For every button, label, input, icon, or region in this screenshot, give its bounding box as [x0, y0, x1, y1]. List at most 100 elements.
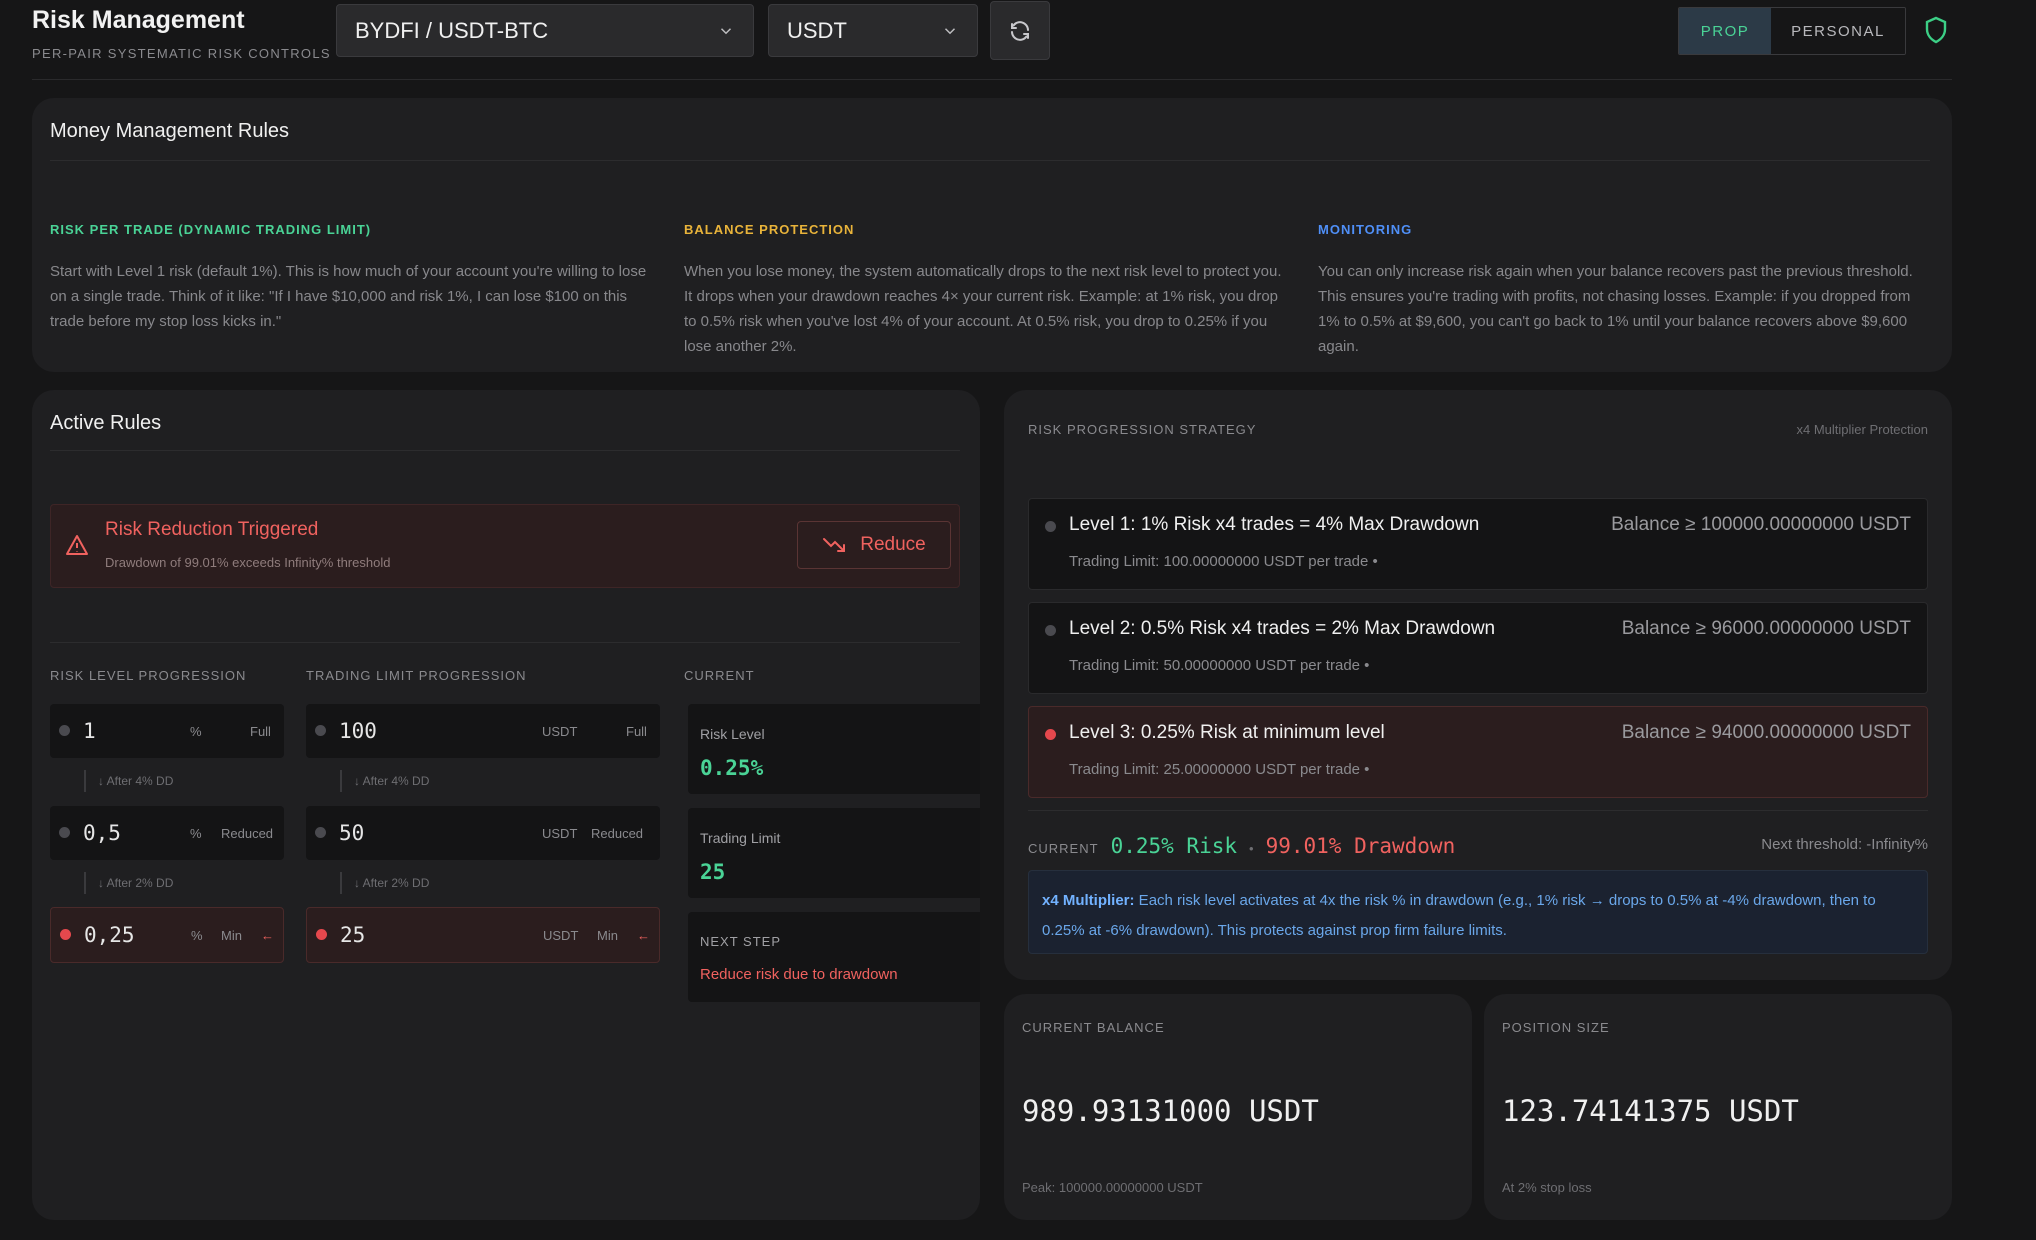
money-rules-card: Money Management Rules RISK PER TRADE (D…: [32, 98, 1952, 372]
balance-label: CURRENT BALANCE: [1022, 1020, 1165, 1035]
mode-personal-button[interactable]: PERSONAL: [1771, 8, 1905, 54]
divider: [50, 642, 960, 643]
trading-limit-input-min[interactable]: 25 USDT Min ←: [306, 907, 660, 963]
chevron-down-icon: [720, 27, 732, 34]
active-rules-title: Active Rules: [50, 412, 162, 434]
risk-level-2-row[interactable]: Level 2: 0.5% Risk x4 trades = 2% Max Dr…: [1028, 602, 1928, 694]
risk-per-trade-section: RISK PER TRADE (DYNAMIC TRADING LIMIT) S…: [50, 222, 650, 334]
section-heading: MONITORING: [1318, 222, 1413, 237]
chevron-down-icon: [944, 27, 956, 34]
current-limit-value: 25: [700, 860, 726, 884]
current-status-line: CURRENT 0.25% Risk • 99.01% Drawdown: [1028, 834, 1455, 858]
current-balance-card: CURRENT BALANCE 989.93131000 USDT Peak: …: [1004, 994, 1472, 1220]
reduce-button[interactable]: Reduce: [797, 521, 951, 569]
step-label: ↓ After 4% DD: [84, 770, 173, 792]
trading-limit-unit: USDT: [542, 825, 578, 841]
refresh-icon: [1011, 20, 1029, 41]
trading-limit-input-reduced[interactable]: 50 USDT Reduced: [306, 806, 660, 860]
risk-level-input-reduced[interactable]: 0,5 % Reduced: [50, 806, 284, 860]
next-step-label: NEXT STEP: [700, 934, 782, 949]
trading-limit-input-full[interactable]: 100 USDT Full: [306, 704, 660, 758]
page-title: Risk Management: [32, 6, 245, 34]
status-dot: [1045, 729, 1056, 740]
currency-select[interactable]: USDT: [768, 4, 978, 57]
current-level-arrow-icon: ←: [261, 927, 274, 943]
trading-limit-tag: Full: [626, 723, 647, 739]
next-step-box: NEXT STEP Reduce risk due to drawdown: [688, 912, 980, 1002]
balance-peak: Peak: 100000.00000000 USDT: [1022, 1180, 1203, 1195]
mode-toggle: PROP PERSONAL: [1678, 7, 1906, 55]
multiplier-badge: x4 Multiplier Protection: [1796, 422, 1929, 437]
current-header: CURRENT: [684, 668, 755, 683]
section-text: You can only increase risk again when yo…: [1318, 263, 1913, 355]
trading-limit-tag: Reduced: [591, 825, 644, 841]
status-dot: [1045, 625, 1056, 636]
status-dot: [59, 725, 70, 736]
risk-level-input-min[interactable]: 0,25 % Min ←: [50, 907, 284, 963]
risk-level-unit: %: [191, 927, 203, 943]
current-limit-label: Trading Limit: [700, 830, 781, 846]
trending-down-icon: [823, 538, 846, 552]
current-risk-value: 0.25%: [700, 756, 764, 780]
info-text: Each risk level activates at 4x the risk…: [1042, 892, 1876, 939]
risk-level-tag: Min: [221, 927, 242, 943]
current-label: CURRENT: [1028, 841, 1099, 856]
section-text: Start with Level 1 risk (default 1%). Th…: [50, 263, 647, 330]
mode-prop-button[interactable]: PROP: [1679, 8, 1771, 54]
multiplier-info-box: x4 Multiplier: Each risk level activates…: [1028, 870, 1928, 954]
currency-select-value: USDT: [787, 17, 847, 43]
level-title: Level 1: 1% Risk x4 trades = 4% Max Draw…: [1069, 514, 1480, 535]
refresh-button[interactable]: [990, 1, 1050, 60]
section-heading: BALANCE PROTECTION: [684, 222, 855, 237]
step-label: ↓ After 4% DD: [340, 770, 429, 792]
risk-level-input-full[interactable]: 1 % Full: [50, 704, 284, 758]
monitoring-section: MONITORING You can only increase risk ag…: [1318, 222, 1918, 359]
money-rules-title: Money Management Rules: [50, 120, 290, 142]
level-balance: Balance ≥ 100000.00000000 USDT: [1611, 514, 1911, 535]
current-level-arrow-icon: ←: [637, 927, 650, 943]
pair-select[interactable]: BYDFI / USDT-BTC: [336, 4, 754, 57]
separator-dot: •: [1249, 841, 1254, 856]
pair-select-value: BYDFI / USDT-BTC: [355, 17, 549, 43]
balance-protection-section: BALANCE PROTECTION When you lose money, …: [684, 222, 1284, 359]
page-subtitle: PER-PAIR SYSTEMATIC RISK CONTROLS: [32, 46, 331, 61]
current-risk-level-box: Risk Level 0.25%: [688, 704, 980, 794]
position-stop-loss: At 2% stop loss: [1502, 1180, 1592, 1195]
step-label: ↓ After 2% DD: [340, 872, 429, 894]
current-risk-label: Risk Level: [700, 726, 765, 742]
level-trading-limit: Trading Limit: 25.00000000 USDT per trad…: [1069, 761, 1370, 778]
progression-title: RISK PROGRESSION STRATEGY: [1028, 422, 1257, 437]
current-trading-limit-box: Trading Limit 25: [688, 808, 980, 898]
alert-title: Risk Reduction Triggered: [105, 519, 319, 540]
divider: [1028, 810, 1928, 811]
risk-level-value: 1: [83, 719, 96, 743]
info-bold-label: x4 Multiplier:: [1042, 892, 1135, 909]
page-header: Risk Management PER-PAIR SYSTEMATIC RISK…: [32, 0, 1952, 80]
trading-limit-value: 25: [340, 923, 366, 947]
divider: [50, 160, 1930, 161]
shield-icon: [1925, 16, 1947, 44]
level-title: Level 3: 0.25% Risk at minimum level: [1069, 722, 1385, 743]
risk-progression-card: RISK PROGRESSION STRATEGY x4 Multiplier …: [1004, 390, 1952, 980]
section-text: When you lose money, the system automati…: [684, 263, 1282, 355]
risk-level-1-row[interactable]: Level 1: 1% Risk x4 trades = 4% Max Draw…: [1028, 498, 1928, 590]
trading-limit-unit: USDT: [543, 927, 579, 943]
status-dot: [316, 929, 327, 940]
risk-level-tag: Full: [250, 723, 271, 739]
risk-level-3-row[interactable]: Level 3: 0.25% Risk at minimum level Bal…: [1028, 706, 1928, 798]
balance-value: 989.93131000 USDT: [1022, 1094, 1319, 1128]
risk-level-unit: %: [190, 825, 202, 841]
divider: [50, 450, 960, 451]
section-heading: RISK PER TRADE (DYNAMIC TRADING LIMIT): [50, 222, 372, 237]
status-dot: [315, 827, 326, 838]
status-dot: [59, 827, 70, 838]
status-dot: [1045, 521, 1056, 532]
trading-limit-tag: Min: [597, 927, 618, 943]
position-value: 123.74141375 USDT: [1502, 1094, 1799, 1128]
next-threshold: Next threshold: -Infinity%: [1761, 836, 1928, 853]
next-step-value: Reduce risk due to drawdown: [700, 966, 898, 983]
warning-triangle-icon: [66, 535, 88, 555]
risk-level-value: 0,25: [84, 923, 135, 947]
level-trading-limit: Trading Limit: 50.00000000 USDT per trad…: [1069, 657, 1370, 674]
trading-limit-header: TRADING LIMIT PROGRESSION: [306, 668, 527, 683]
